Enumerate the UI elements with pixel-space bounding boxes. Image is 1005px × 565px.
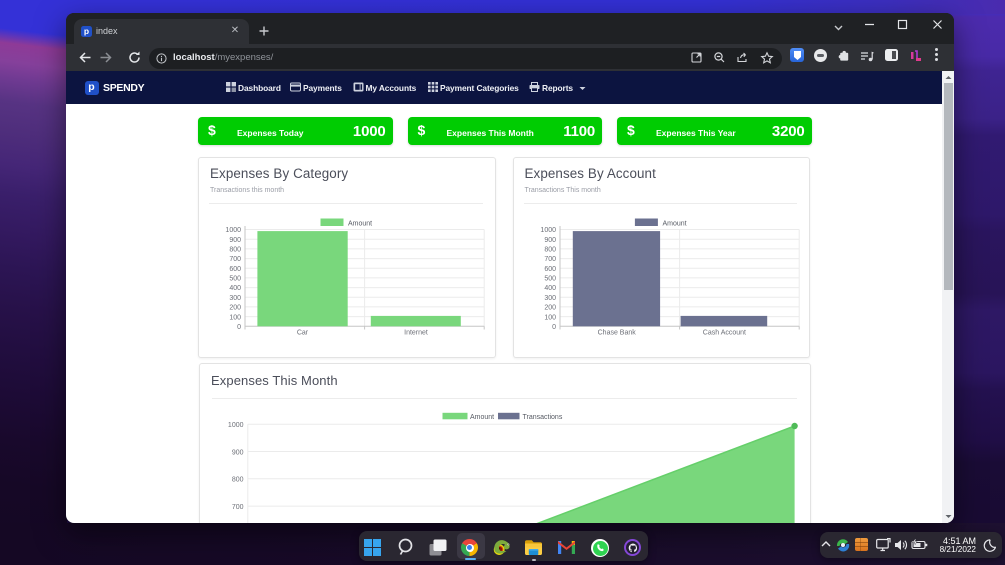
svg-text:400: 400 [544,285,556,292]
svg-text:Internet: Internet [404,330,428,337]
svg-text:Amount: Amount [662,220,686,227]
svg-text:900: 900 [232,449,244,456]
svg-text:600: 600 [544,266,556,273]
svg-text:900: 900 [229,237,241,244]
svg-text:200: 200 [544,305,556,312]
svg-text:500: 500 [229,276,241,283]
svg-text:Transactions: Transactions [523,414,563,421]
svg-text:700: 700 [232,504,244,511]
svg-text:300: 300 [544,295,556,302]
svg-text:Cash Account: Cash Account [702,330,745,337]
svg-text:900: 900 [544,237,556,244]
svg-text:1000: 1000 [540,227,556,234]
svg-text:0: 0 [237,324,241,331]
svg-text:600: 600 [229,266,241,273]
svg-text:700: 700 [229,256,241,263]
svg-text:200: 200 [229,305,241,312]
svg-text:700: 700 [544,256,556,263]
svg-text:500: 500 [544,276,556,283]
svg-text:0: 0 [552,324,556,331]
svg-text:1000: 1000 [228,422,244,429]
svg-text:300: 300 [229,295,241,302]
svg-text:800: 800 [229,247,241,254]
svg-text:Amount: Amount [348,220,372,227]
svg-text:1000: 1000 [225,227,241,234]
svg-text:400: 400 [229,285,241,292]
svg-text:800: 800 [544,247,556,254]
svg-text:800: 800 [232,477,244,484]
svg-text:100: 100 [544,314,556,321]
svg-text:100: 100 [229,314,241,321]
svg-text:Car: Car [297,330,309,337]
svg-text:Chase Bank: Chase Bank [597,330,636,337]
svg-text:Amount: Amount [470,414,494,421]
